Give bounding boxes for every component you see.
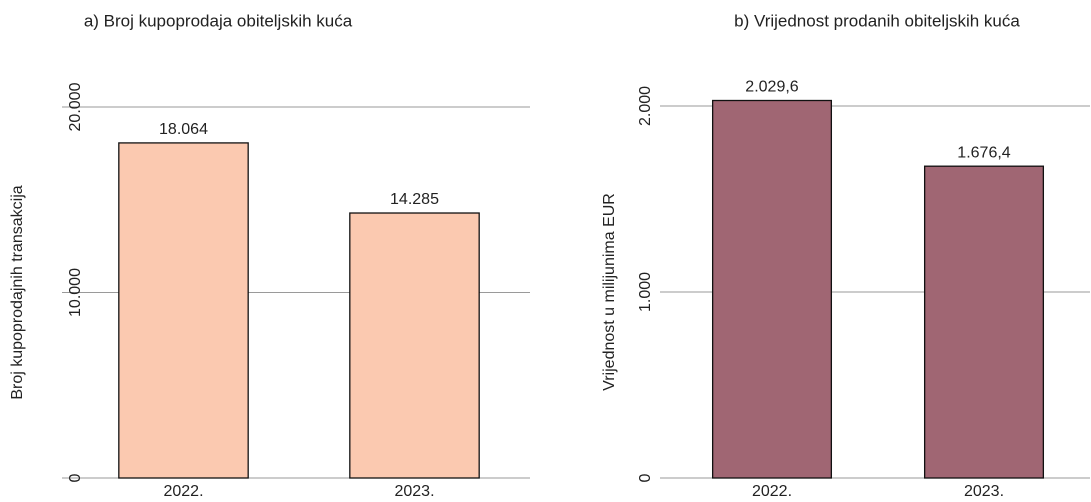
chart-title: b) Vrijednost prodanih obiteljskih kuća [734, 11, 1020, 30]
y-tick-label: 2.000 [637, 86, 654, 126]
bar [923, 165, 1045, 479]
x-tick-label: 2022. [163, 483, 203, 500]
y-tick-label: 0 [637, 473, 654, 482]
y-tick-label: 10.000 [67, 268, 84, 317]
bar [349, 212, 480, 479]
x-tick-label: 2023. [964, 483, 1004, 500]
y-tick-label: 0 [67, 473, 84, 482]
y-tick-label: 20.000 [67, 82, 84, 131]
bar [711, 99, 833, 479]
value-label: 2.029,6 [745, 79, 798, 96]
x-tick-label: 2023. [394, 483, 434, 500]
y-axis-label: Broj kupoprodajnih transakcija [9, 185, 26, 399]
x-tick-label: 2022. [752, 483, 792, 500]
y-axis-label: Vrijednost u milijunima EUR [601, 193, 618, 391]
bar [118, 142, 249, 479]
y-tick-label: 1.000 [637, 272, 654, 312]
chart-title: a) Broj kupoprodaja obiteljskih kuća [84, 11, 353, 30]
value-label: 14.285 [390, 191, 439, 208]
value-label: 18.064 [159, 121, 208, 138]
value-label: 1.676,4 [957, 144, 1010, 161]
